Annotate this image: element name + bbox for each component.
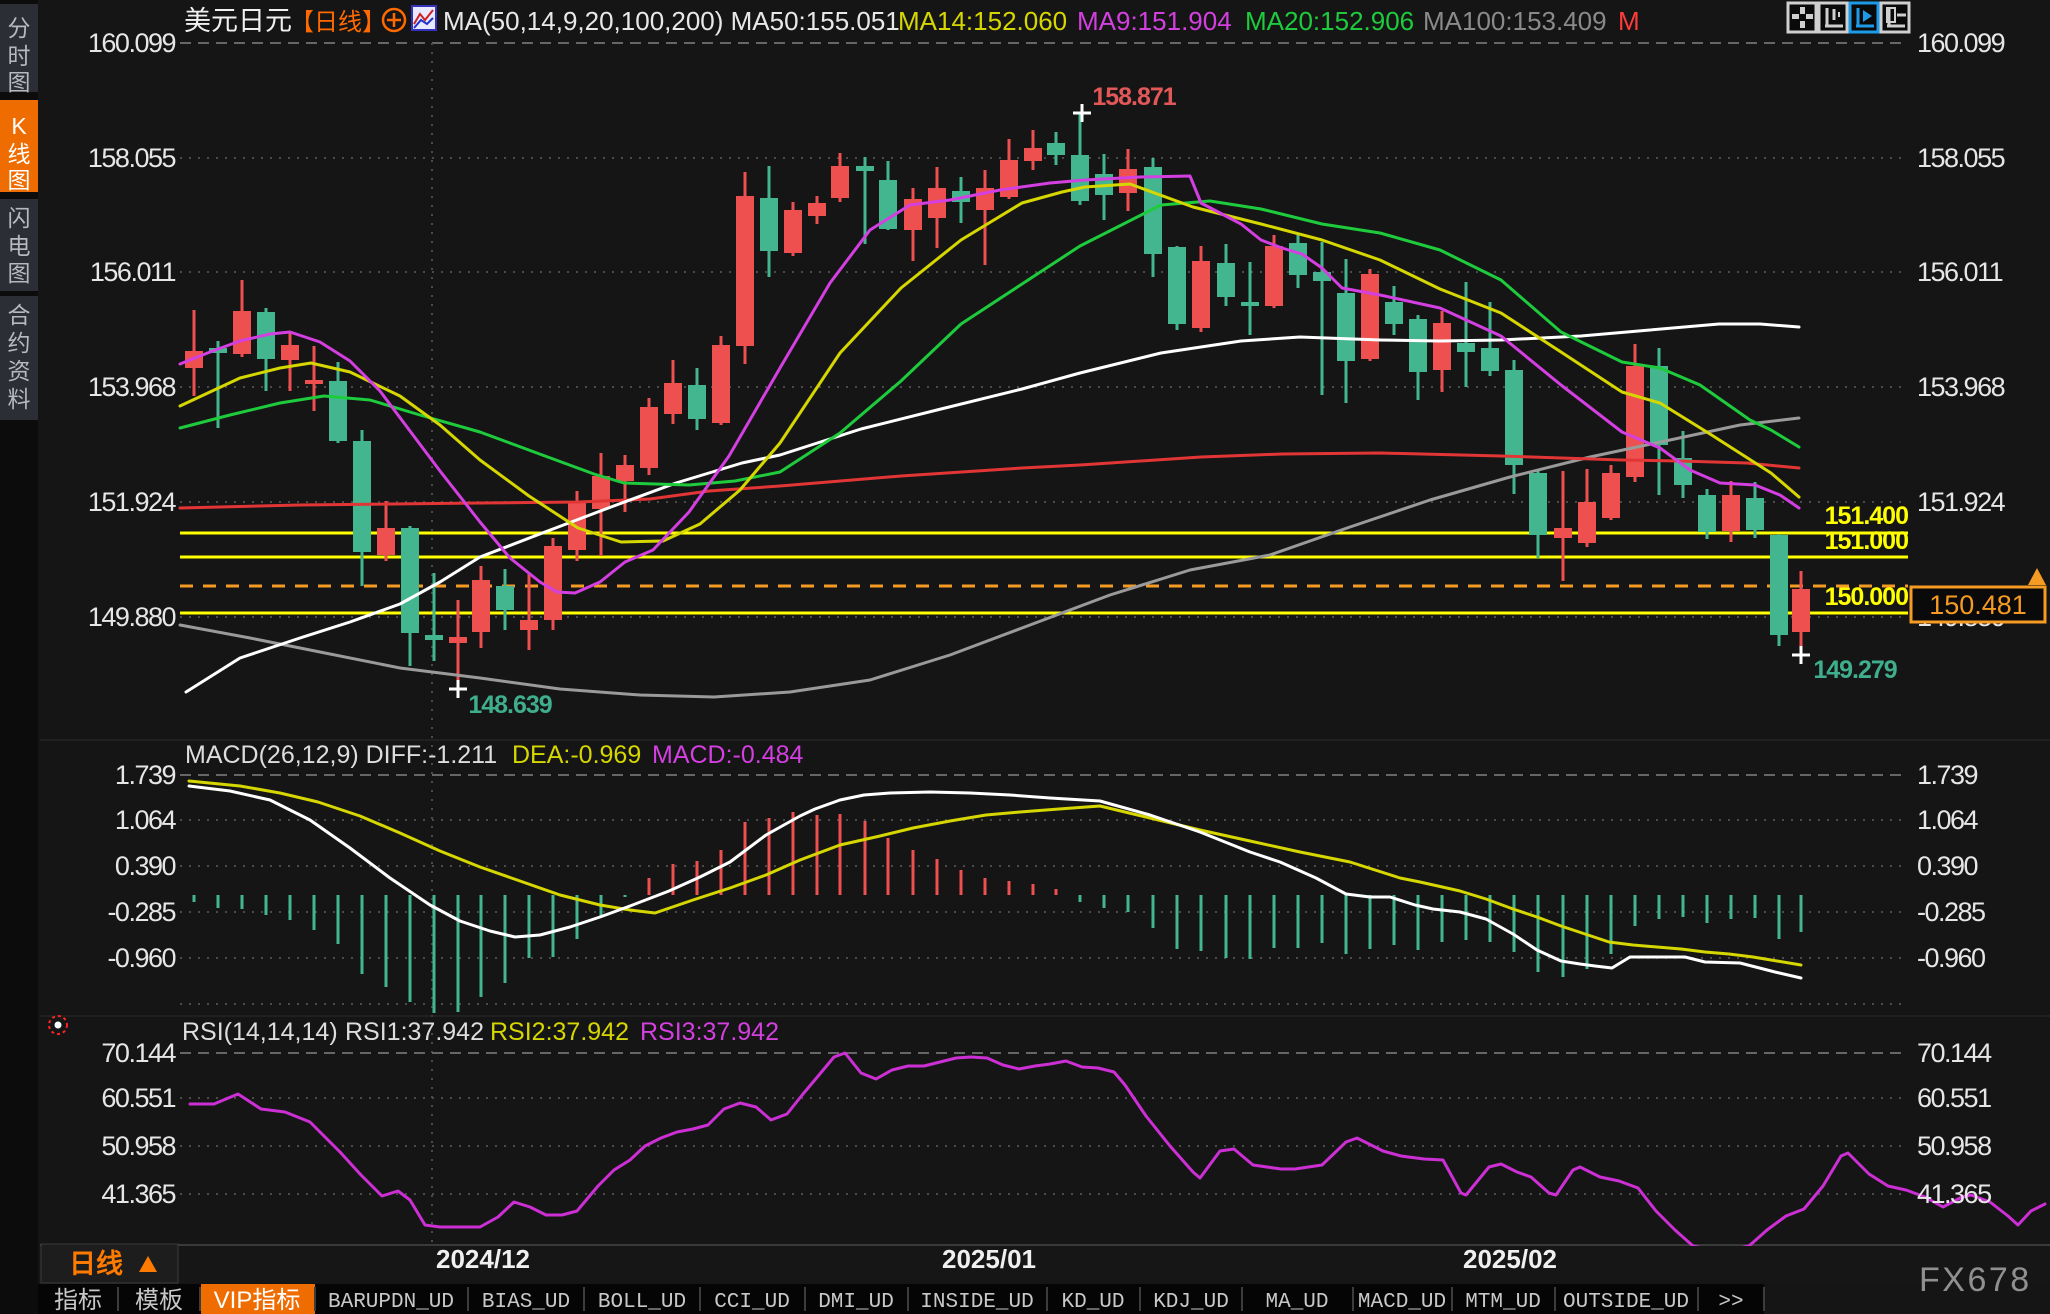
svg-text:模板: 模板 [135, 1287, 183, 1314]
svg-text:FX678: FX678 [1919, 1261, 2032, 1299]
svg-text:分: 分 [8, 15, 31, 41]
svg-text:160.099: 160.099 [1917, 28, 2005, 58]
svg-text:DMI_UD: DMI_UD [818, 1291, 894, 1314]
svg-text:约: 约 [8, 330, 31, 356]
svg-text:OUTSIDE_UD: OUTSIDE_UD [1563, 1291, 1689, 1314]
svg-text:资: 资 [8, 358, 31, 384]
svg-text:BIAS_UD: BIAS_UD [482, 1291, 570, 1314]
svg-text:2025/01: 2025/01 [942, 1244, 1036, 1274]
svg-text:指标: 指标 [54, 1287, 102, 1314]
svg-text:KDJ_UD: KDJ_UD [1153, 1291, 1229, 1314]
svg-text:DEA:-0.969: DEA:-0.969 [512, 741, 641, 769]
svg-text:70.144: 70.144 [1917, 1038, 1992, 1068]
svg-text:156.011: 156.011 [1917, 257, 2003, 287]
svg-text:158.871: 158.871 [1092, 83, 1176, 111]
svg-text:合: 合 [8, 302, 31, 328]
svg-text:148.639: 148.639 [468, 691, 551, 719]
svg-text:151.924: 151.924 [88, 487, 177, 517]
svg-text:RSI3:37.942: RSI3:37.942 [640, 1018, 779, 1046]
svg-text:160.099: 160.099 [88, 28, 176, 58]
svg-text:MACD_UD: MACD_UD [1358, 1291, 1446, 1314]
svg-text:153.968: 153.968 [1917, 372, 2005, 402]
svg-text:149.279: 149.279 [1813, 656, 1896, 684]
svg-text:MA9:151.904: MA9:151.904 [1077, 6, 1232, 36]
svg-text:1.064: 1.064 [115, 805, 177, 835]
svg-text:MACD:-0.484: MACD:-0.484 [652, 741, 804, 769]
svg-text:KD_UD: KD_UD [1061, 1291, 1124, 1314]
svg-text:日线: 日线 [69, 1249, 123, 1279]
svg-text:MA_UD: MA_UD [1265, 1291, 1328, 1314]
svg-text:线: 线 [8, 141, 31, 167]
svg-text:-0.960: -0.960 [1917, 943, 1985, 973]
svg-text:K: K [11, 113, 27, 139]
svg-text:70.144: 70.144 [101, 1038, 176, 1068]
svg-text:50.958: 50.958 [1917, 1131, 1991, 1161]
svg-text:料: 料 [8, 386, 31, 412]
svg-text:CCI_UD: CCI_UD [714, 1291, 790, 1314]
svg-text:时: 时 [8, 43, 31, 69]
svg-text:60.551: 60.551 [1917, 1083, 1991, 1113]
svg-text:BARUPDN_UD: BARUPDN_UD [328, 1291, 454, 1314]
svg-text:电: 电 [8, 233, 31, 259]
svg-text:-0.285: -0.285 [1917, 897, 1985, 927]
svg-text:153.968: 153.968 [88, 372, 176, 402]
svg-text:41.365: 41.365 [1917, 1179, 1991, 1209]
svg-text:MA20:152.906: MA20:152.906 [1245, 6, 1414, 36]
svg-text:158.055: 158.055 [1917, 143, 2005, 173]
svg-text:RSI2:37.942: RSI2:37.942 [490, 1018, 629, 1046]
svg-text:1.739: 1.739 [1917, 760, 1978, 790]
svg-text:MTM_UD: MTM_UD [1465, 1291, 1541, 1314]
svg-text:151.924: 151.924 [1917, 487, 2006, 517]
svg-text:151.400: 151.400 [1825, 502, 1908, 530]
svg-text:151.000: 151.000 [1825, 527, 1908, 555]
svg-text:0.390: 0.390 [115, 851, 176, 881]
svg-text:2024/12: 2024/12 [436, 1244, 530, 1274]
svg-text:2025/02: 2025/02 [1463, 1244, 1557, 1274]
svg-text:VIP指标: VIP指标 [214, 1287, 301, 1314]
svg-text:1.739: 1.739 [115, 760, 176, 790]
svg-text:闪: 闪 [8, 205, 31, 231]
svg-text:50.958: 50.958 [101, 1131, 175, 1161]
svg-text:60.551: 60.551 [101, 1083, 175, 1113]
svg-text:【日线】: 【日线】 [290, 9, 386, 36]
svg-text:MA(50,14,9,20,100,200) MA50:15: MA(50,14,9,20,100,200) MA50:155.051 [443, 6, 900, 36]
svg-text:RSI1:37.942: RSI1:37.942 [345, 1018, 484, 1046]
svg-text:BOLL_UD: BOLL_UD [598, 1291, 686, 1314]
svg-text:-0.285: -0.285 [107, 897, 175, 927]
svg-text:美元日元: 美元日元 [184, 6, 292, 36]
svg-text:149.880: 149.880 [88, 602, 176, 632]
svg-text:MA100:153.409: MA100:153.409 [1423, 6, 1607, 36]
svg-text:158.055: 158.055 [88, 143, 176, 173]
svg-text:1.064: 1.064 [1917, 805, 1979, 835]
svg-text:INSIDE_UD: INSIDE_UD [920, 1291, 1033, 1314]
svg-text:MACD(26,12,9) DIFF:-1.211: MACD(26,12,9) DIFF:-1.211 [185, 741, 497, 769]
svg-text:图: 图 [8, 167, 31, 193]
svg-text:150.481: 150.481 [1929, 590, 2027, 620]
svg-text:图: 图 [8, 69, 31, 95]
svg-text:41.365: 41.365 [101, 1179, 175, 1209]
svg-text:图: 图 [8, 260, 31, 286]
svg-text:M: M [1618, 6, 1640, 36]
svg-text:>>: >> [1718, 1291, 1743, 1314]
svg-text:0.390: 0.390 [1917, 851, 1978, 881]
svg-text:150.000: 150.000 [1825, 583, 1908, 611]
svg-text:RSI(14,14,14): RSI(14,14,14) [182, 1018, 338, 1046]
svg-text:-0.960: -0.960 [107, 943, 175, 973]
svg-text:MA14:152.060: MA14:152.060 [898, 6, 1067, 36]
svg-text:156.011: 156.011 [90, 257, 176, 287]
